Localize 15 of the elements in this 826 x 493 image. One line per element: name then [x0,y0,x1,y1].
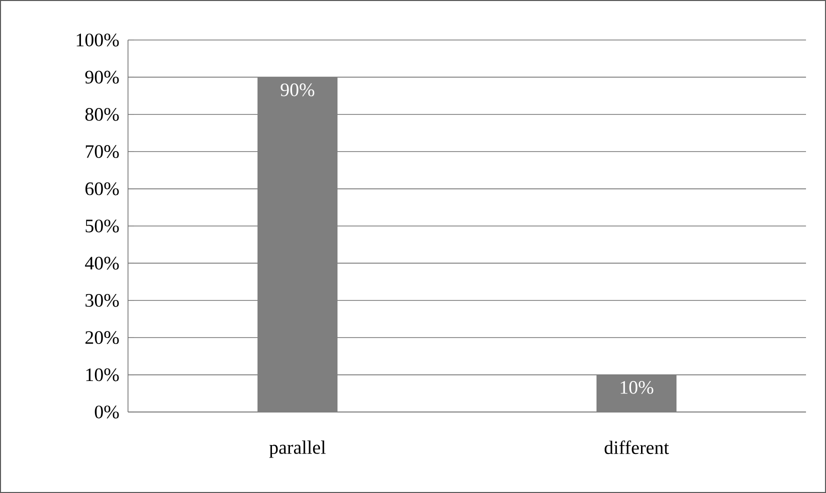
y-tick-label: 20% [85,331,119,344]
y-tick-label: 30% [86,294,119,307]
y-tick-label: 50% [86,220,119,232]
x-tick-label: parallel [269,440,326,458]
x-tick-label: different [604,440,669,454]
data-label: 90% [280,83,314,96]
y-tick-label: 0% [94,406,119,418]
y-tick-label: 100% [76,34,119,46]
y-tick-label: 10% [86,368,119,382]
data-label: 10% [620,381,654,394]
y-tick-label: 90% [85,70,119,84]
y-tick-label: 60% [85,182,119,196]
y-tick-label: 70% [86,145,119,158]
y-tick-label: 40% [85,256,119,270]
y-tick-label: 80% [85,108,119,121]
